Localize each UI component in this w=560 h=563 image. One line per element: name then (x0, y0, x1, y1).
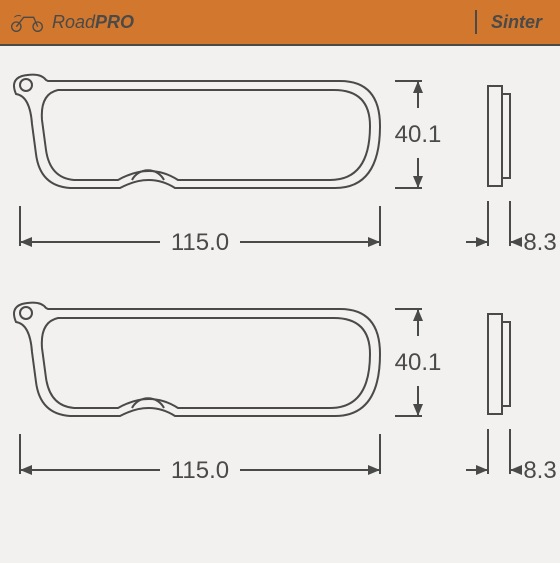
product-name: Sinter (491, 12, 542, 33)
header-divider (475, 10, 477, 34)
brand-logo-icon (10, 12, 44, 32)
brand-name: RoadPRO (52, 12, 134, 33)
pad2-profile (488, 314, 510, 414)
pad1-thickness: 8.3 (523, 229, 556, 256)
pad1-height: 40.1 (395, 121, 442, 148)
brand-suffix: PRO (95, 12, 134, 32)
pad1-width: 115.0 (171, 229, 229, 256)
pad2-height: 40.1 (395, 349, 442, 376)
diagram-svg: 115.0 40.1 8.3 115.0 (0, 46, 560, 558)
pad2-width: 115.0 (171, 457, 229, 484)
pad2-thickness: 8.3 (523, 457, 556, 484)
header-right: Sinter (475, 10, 542, 34)
diagram-area: 115.0 40.1 8.3 115.0 (0, 46, 560, 558)
header-left: RoadPRO (10, 12, 134, 33)
header-bar: RoadPRO Sinter (0, 0, 560, 44)
pad1-profile (488, 86, 510, 186)
brand-prefix: Road (52, 12, 95, 32)
brake-pad-1: 115.0 40.1 8.3 (14, 75, 557, 256)
brake-pad-2: 115.0 40.1 8.3 (14, 303, 557, 484)
